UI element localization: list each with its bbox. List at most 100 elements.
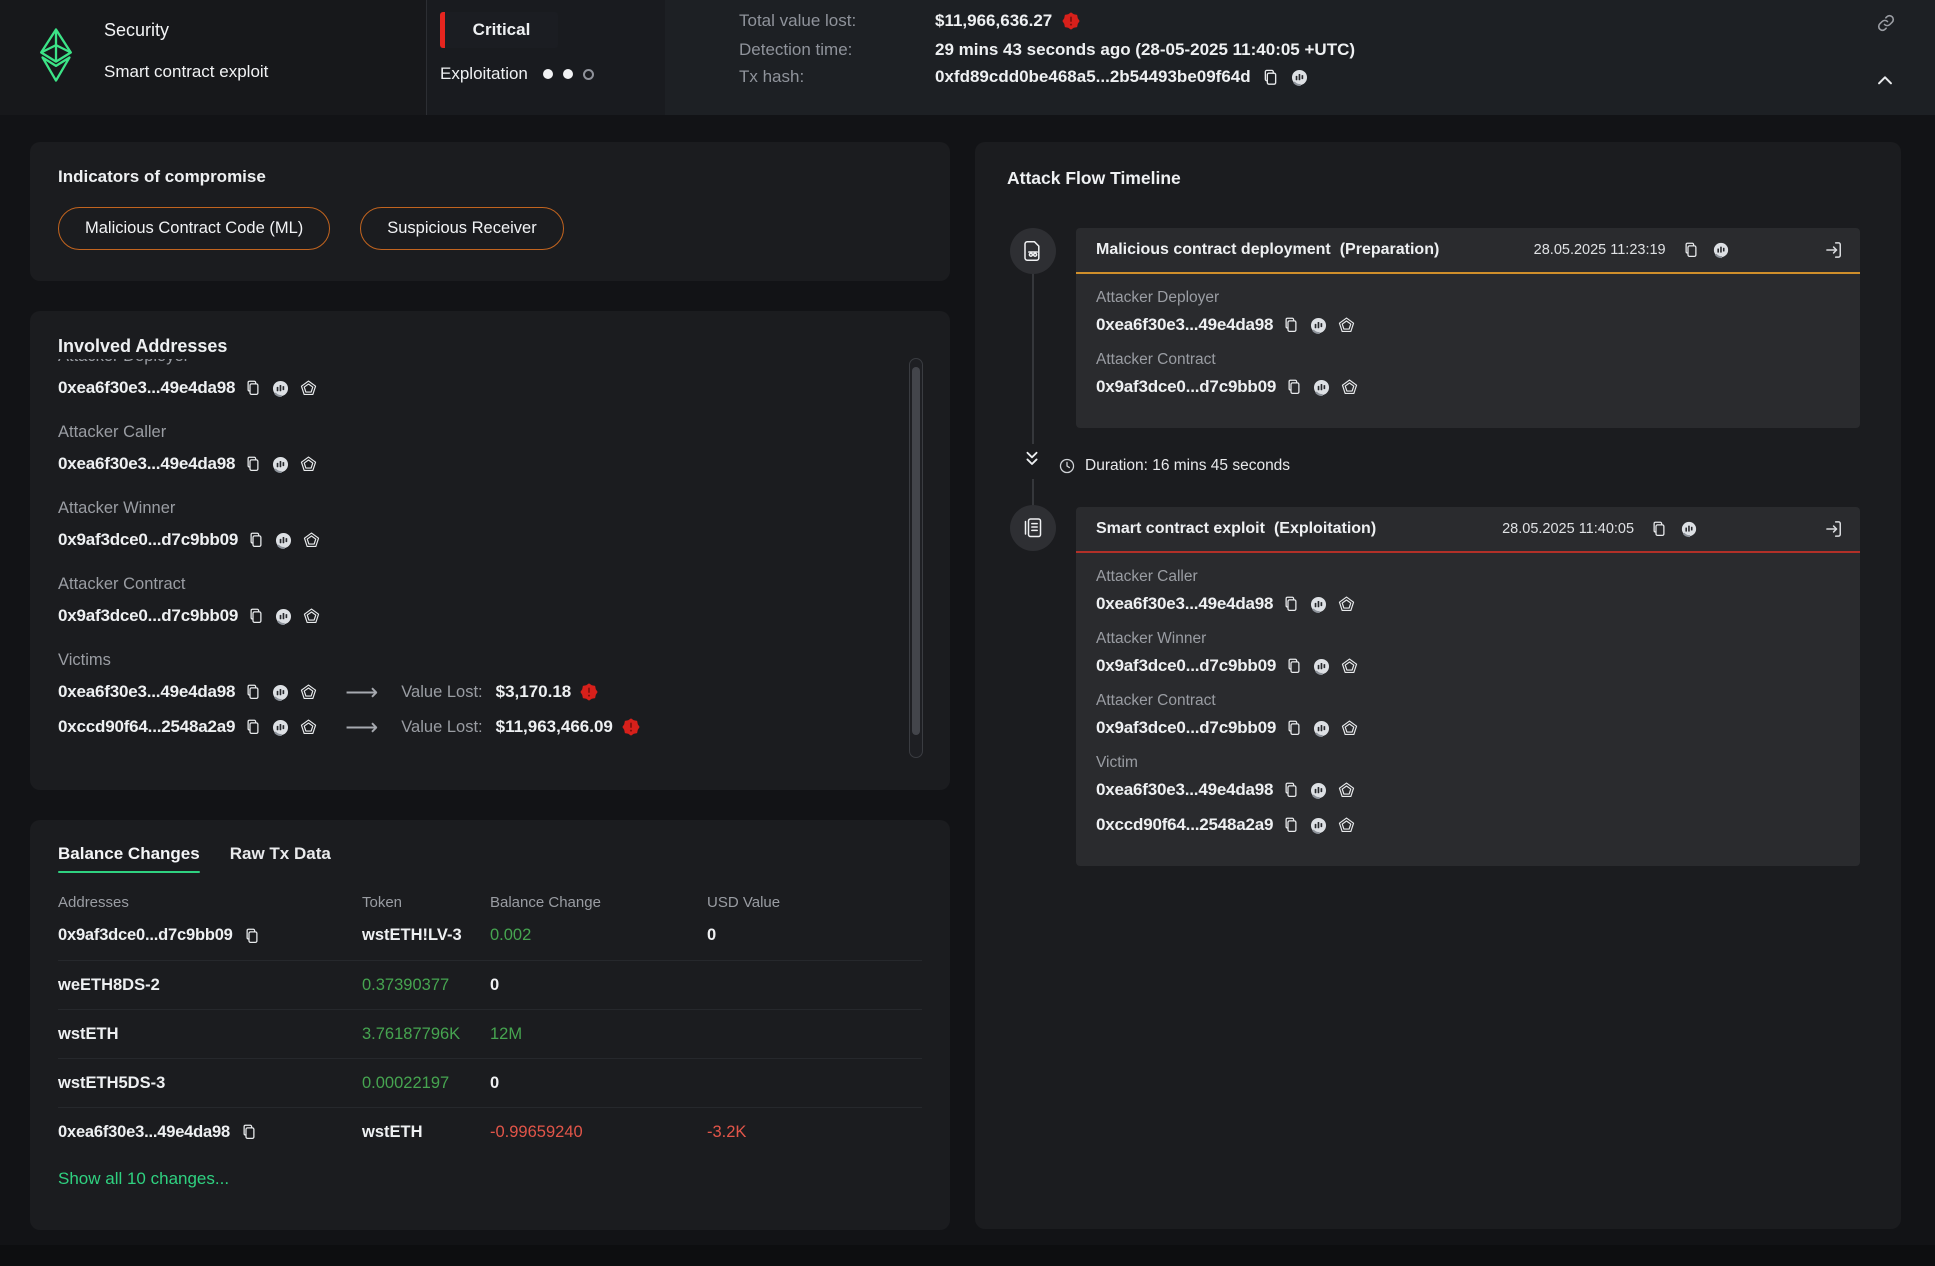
address-group: Attacker Caller 0xea6f30e3...49e4da98 ⟶ [58, 423, 922, 476]
etherscan-icon[interactable] [274, 607, 293, 626]
copy-icon[interactable] [1650, 520, 1668, 538]
etherscan-icon[interactable] [271, 455, 290, 474]
copy-icon[interactable] [1282, 595, 1300, 613]
event-card-header: Smart contract exploit (Exploitation) 28… [1076, 507, 1860, 553]
address-group: Victim 0xea6f30e3...49e4da98 0xccd90f64.… [1096, 754, 1840, 837]
column-header: Balance Change [490, 894, 601, 911]
report-document-icon [1021, 516, 1045, 540]
address-value: 0xea6f30e3...49e4da98 [58, 454, 236, 473]
etherscan-icon[interactable] [1309, 316, 1328, 335]
open-details-icon[interactable] [1824, 519, 1844, 539]
header-divider [426, 0, 427, 115]
shield-icon[interactable] [1337, 316, 1356, 335]
etherscan-icon[interactable] [274, 531, 293, 550]
page-title: Smart contract exploit [104, 62, 269, 81]
copy-icon[interactable] [1282, 781, 1300, 799]
copy-icon[interactable] [1285, 378, 1303, 396]
phase-dot [542, 69, 553, 79]
scrollbar-thumb[interactable] [912, 367, 920, 735]
show-all-changes-link[interactable]: Show all 10 changes... [58, 1169, 230, 1188]
usd-value: 0 [707, 926, 717, 944]
copy-icon[interactable] [243, 927, 261, 945]
copy-icon[interactable] [1285, 719, 1303, 737]
scrollbar[interactable] [909, 358, 923, 758]
shield-icon[interactable] [299, 683, 318, 702]
phase-progress-dots [542, 68, 594, 80]
horizontal-scrollbar-track[interactable] [0, 1245, 1935, 1266]
section-title: Involved Addresses [58, 311, 922, 359]
section-title: Indicators of compromise [58, 167, 266, 186]
copy-icon[interactable] [244, 455, 262, 473]
shield-icon[interactable] [299, 379, 318, 398]
copy-icon[interactable] [244, 718, 262, 736]
etherscan-icon[interactable] [271, 718, 290, 737]
indicator-label: Malicious Contract Code (ML) [85, 219, 304, 237]
etherscan-icon[interactable] [1312, 378, 1331, 397]
indicator-pill[interactable]: Malicious Contract Code (ML) [58, 207, 331, 250]
token-name: wstETH [362, 1122, 423, 1141]
alert-category: Security [104, 20, 170, 40]
copy-icon[interactable] [1282, 816, 1300, 834]
arrow-right-icon: ⟶ [345, 678, 379, 705]
shield-icon[interactable] [302, 531, 321, 550]
indicator-pill[interactable]: Suspicious Receiver [360, 207, 564, 250]
address-role-label: Victims [58, 651, 111, 669]
address-value: 0xea6f30e3...49e4da98 [1096, 315, 1274, 334]
copy-icon[interactable] [240, 1123, 258, 1141]
address-value: 0xccd90f64...2548a2a9 [58, 717, 236, 736]
etherscan-icon[interactable] [271, 379, 290, 398]
etherscan-icon[interactable] [1680, 520, 1698, 538]
shield-icon[interactable] [299, 455, 318, 474]
tab-bar: Balance Changes Raw Tx Data [58, 844, 922, 873]
shield-icon[interactable] [302, 607, 321, 626]
share-link-icon[interactable] [1876, 13, 1896, 33]
phase-dot [582, 68, 594, 80]
address-value: 0x9af3dce0...d7c9bb09 [1096, 718, 1277, 737]
address-group: Attacker Winner 0x9af3dce0...d7c9bb09 [1096, 630, 1840, 678]
etherscan-icon[interactable] [1312, 657, 1331, 676]
shield-icon[interactable] [1337, 816, 1356, 835]
shield-icon[interactable] [1337, 595, 1356, 614]
copy-icon[interactable] [1682, 241, 1700, 259]
address-group: Attacker Contract 0x9af3dce0...d7c9bb09 [1096, 351, 1840, 399]
address-row: 0x9af3dce0...d7c9bb09 [1096, 375, 1840, 399]
shield-icon[interactable] [1340, 657, 1359, 676]
copy-icon[interactable] [1261, 68, 1280, 87]
table-row: weETH8DS-2 0.37390377 0 [58, 960, 922, 1009]
copy-icon[interactable] [1282, 316, 1300, 334]
copy-icon[interactable] [1285, 657, 1303, 675]
address-row: 0x9af3dce0...d7c9bb09 [1096, 654, 1840, 678]
copy-icon[interactable] [244, 379, 262, 397]
shield-icon[interactable] [1337, 781, 1356, 800]
copy-icon[interactable] [244, 683, 262, 701]
etherscan-icon[interactable] [1309, 816, 1328, 835]
shield-icon[interactable] [1340, 719, 1359, 738]
address-group: Attacker Deployer 0xea6f30e3...49e4da98 [1096, 289, 1840, 337]
balance-change-value: -0.99659240 [490, 1122, 583, 1141]
address-row: 0xccd90f64...2548a2a9 [1096, 813, 1840, 837]
address-value: 0x9af3dce0...d7c9bb09 [1096, 656, 1277, 675]
etherscan-icon[interactable] [271, 683, 290, 702]
address-group: Victims 0xea6f30e3...49e4da98 ⟶ Value Lo… [58, 651, 922, 739]
etherscan-icon[interactable] [1312, 719, 1331, 738]
copy-icon[interactable] [247, 607, 265, 625]
detection-time-field: Detection time: 29 mins 43 seconds ago (… [739, 37, 1355, 63]
value-lost-amount: $3,170.18 [495, 682, 572, 701]
tab-raw-tx-data[interactable]: Raw Tx Data [229, 844, 331, 863]
address-row: 0xea6f30e3...49e4da98 [1096, 313, 1840, 337]
event-datetime: 28.05.2025 11:40:05 [1502, 521, 1635, 537]
double-chevron-down-icon [1022, 444, 1042, 479]
open-details-icon[interactable] [1824, 240, 1844, 260]
collapse-chevron-icon[interactable] [1874, 70, 1896, 92]
etherscan-icon[interactable] [1712, 241, 1730, 259]
indicator-pills: Malicious Contract Code (ML) Suspicious … [58, 207, 922, 250]
shield-icon[interactable] [299, 718, 318, 737]
timeline-event-card: Malicious contract deployment (Preparati… [1076, 228, 1860, 428]
shield-icon[interactable] [1340, 378, 1359, 397]
copy-icon[interactable] [247, 531, 265, 549]
etherscan-icon[interactable] [1309, 595, 1328, 614]
etherscan-icon[interactable] [1290, 68, 1309, 87]
total-value-lost-field: Total value lost: $11,966,636.27 [739, 8, 1080, 34]
etherscan-icon[interactable] [1309, 781, 1328, 800]
tab-balance-changes[interactable]: Balance Changes [58, 844, 200, 873]
